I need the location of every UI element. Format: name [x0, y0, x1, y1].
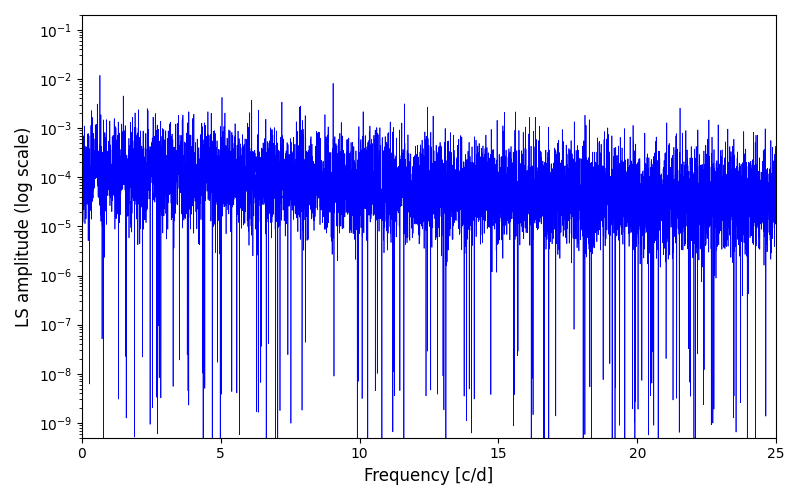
X-axis label: Frequency [c/d]: Frequency [c/d]: [364, 467, 494, 485]
Y-axis label: LS amplitude (log scale): LS amplitude (log scale): [15, 126, 33, 326]
